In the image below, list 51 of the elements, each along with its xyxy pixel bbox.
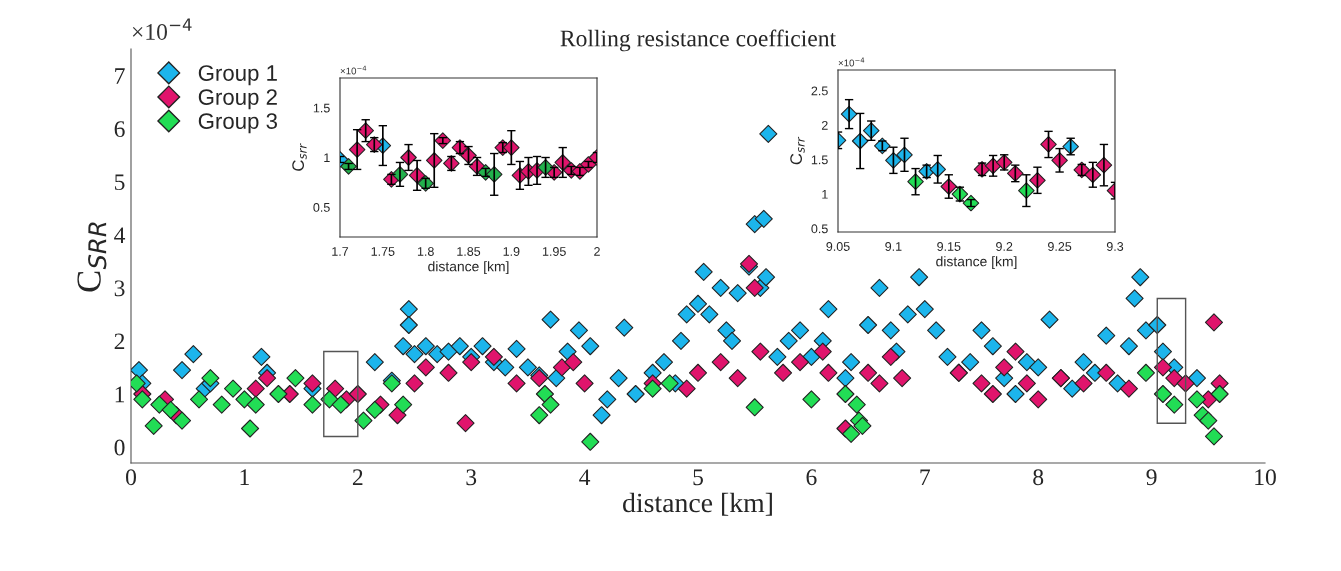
x-tick-label: 7 (920, 469, 931, 485)
x-tick-label: 9.05 (826, 242, 850, 251)
y-tick-label: 0 (114, 439, 125, 456)
x-tick-label: 9.3 (1106, 242, 1124, 251)
x-tick-label: 1.95 (542, 247, 566, 256)
x-tick-label: 1.85 (457, 247, 481, 256)
x-tick-label: 0 (126, 469, 136, 486)
x-axis-title: distance [km] (428, 261, 509, 275)
y-tick-label: 1 (822, 190, 828, 199)
y-tick-label: 7 (115, 68, 125, 84)
x-tick-label: 9.1 (885, 242, 902, 251)
y-axis-title: C$_{srr}$ (292, 143, 307, 171)
x-tick-label: 9.25 (1048, 242, 1072, 251)
y-tick-label: 0.5 (313, 202, 330, 212)
annotation: ×10$^{−4}$ (340, 65, 367, 75)
x-tick-label: 9 (1146, 469, 1157, 486)
x-tick-label: 1.75 (371, 247, 395, 256)
y-tick-label: 2 (114, 333, 125, 350)
x-tick-label: 1.7 (332, 247, 349, 256)
y-tick-label: 1 (115, 386, 125, 403)
y-tick-label: 0.5 (811, 224, 828, 234)
y-tick-label: 1 (324, 153, 330, 163)
x-tick-label: 3 (466, 469, 477, 486)
legend-label: Group 2 (198, 89, 277, 110)
x-tick-label: 2 (352, 469, 363, 485)
x-tick-label: 4 (579, 469, 591, 485)
x-tick-label: 9.15 (937, 242, 961, 251)
y-tick-label: 1.5 (811, 155, 828, 165)
x-tick-label: 9.2 (996, 242, 1013, 251)
x-axis-title: distance [km] (623, 492, 772, 516)
x-tick-label: 1 (240, 469, 249, 485)
x-tick-label: 10 (1255, 469, 1276, 486)
x-tick-label: 5 (693, 469, 703, 486)
y-tick-label: 5 (115, 174, 125, 191)
text: ×10$^{−4}$ (132, 18, 192, 40)
x-tick-label: 1.8 (417, 247, 434, 256)
annotation: ×10$^{−4}$ (838, 57, 865, 67)
y-tick-label: 2.5 (811, 86, 828, 96)
y-tick-label: 2 (821, 120, 828, 130)
legend-label: Group 3 (198, 113, 277, 134)
x-tick-label: 1.9 (503, 247, 520, 256)
x-axis-title: distance [km] (936, 256, 1017, 270)
x-tick-label: 2 (594, 247, 600, 256)
chart-title: Rolling resistance coefficient (560, 29, 836, 52)
y-tick-label: 6 (114, 121, 125, 138)
y-axis-title: C$_{srr}$ (790, 136, 805, 165)
y-tick-label: 3 (114, 280, 125, 297)
x-tick-label: 8 (1033, 469, 1044, 486)
legend-label: Group 1 (198, 65, 277, 86)
y-tick-label: 1.5 (313, 103, 330, 113)
y-axis-title: C$_{SRR}$ (77, 222, 107, 292)
